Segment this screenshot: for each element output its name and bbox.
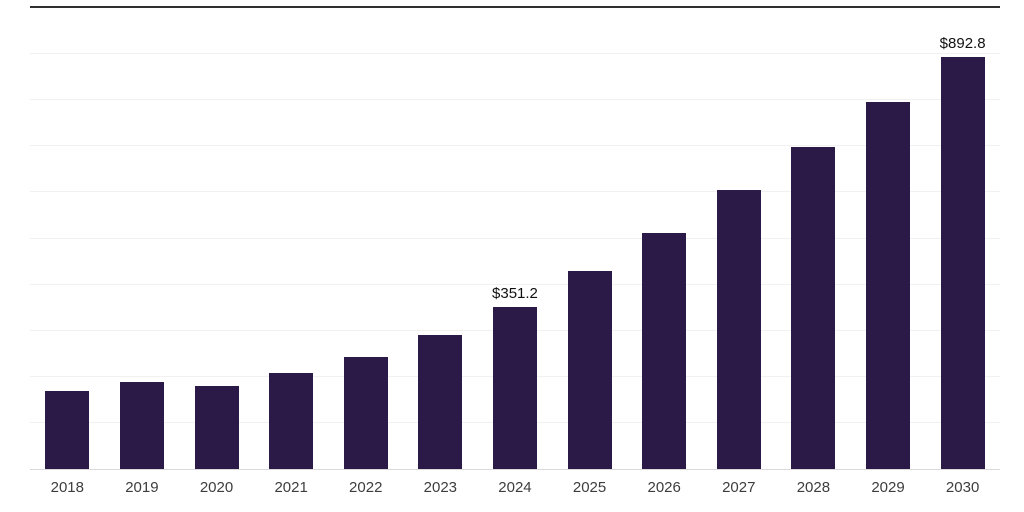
x-axis-label-2028: 2028 — [796, 479, 831, 496]
x-axis-label-2023: 2023 — [423, 479, 458, 496]
bar-2030 — [940, 57, 985, 469]
bar-2025 — [567, 271, 612, 469]
plot-area: $351.2 $892.8 — [30, 6, 1000, 470]
gridline-600 — [30, 191, 1000, 193]
bar-2018 — [45, 390, 90, 469]
x-axis-label-2022: 2022 — [349, 479, 383, 496]
bar-2021 — [269, 373, 314, 469]
bar-column-2028 — [776, 8, 851, 469]
data-label-2024: $351.2 — [492, 285, 538, 303]
bar-2019 — [119, 381, 164, 469]
x-axis-label-2030: 2030 — [945, 479, 980, 496]
bar-2022 — [343, 356, 388, 469]
bar-column-2020 — [179, 8, 254, 469]
bar-2026 — [642, 232, 687, 469]
bar-column-2025 — [552, 8, 627, 469]
x-axis-label-2027: 2027 — [722, 479, 756, 496]
bar-column-2030: $892.8 — [925, 8, 1000, 469]
gridline-1000 — [30, 6, 1000, 8]
bar-2024 — [492, 307, 537, 469]
x-axis-label-2026: 2026 — [647, 479, 681, 496]
bar-column-2023 — [403, 8, 478, 469]
x-axis-labels: 2018 2019 2020 2021 2022 2023 2024 2025 2026 2027… — [30, 479, 1000, 496]
x-axis-label-2020: 2020 — [199, 479, 234, 496]
x-axis-label-2018: 2018 — [50, 479, 84, 496]
bar-2027 — [716, 189, 761, 469]
bar-2020 — [194, 386, 239, 469]
bars: $351.2 $892.8 — [30, 8, 1000, 469]
bar-column-2018 — [30, 8, 105, 469]
x-axis-label-2024: 2024 — [498, 479, 532, 496]
x-axis-label-2029: 2029 — [871, 479, 905, 496]
gridline-400 — [30, 283, 1000, 285]
bar-2029 — [866, 101, 910, 469]
bar-2028 — [791, 146, 836, 469]
gridline-500 — [30, 237, 1000, 239]
bar-column-2022 — [328, 8, 403, 469]
bar-2023 — [418, 334, 463, 469]
bar-column-2021 — [254, 8, 329, 469]
data-label-2030: $892.8 — [939, 35, 986, 53]
bar-column-2027 — [701, 8, 776, 469]
gridline-900 — [30, 53, 1000, 55]
bar-column-2029 — [851, 8, 926, 469]
bar-column-2024: $351.2 — [478, 8, 553, 469]
gridline-800 — [30, 99, 1000, 101]
bar-column-2026 — [627, 8, 702, 469]
bar-column-2019 — [105, 8, 180, 469]
x-axis-label-2019: 2019 — [125, 479, 159, 496]
x-axis-label-2021: 2021 — [274, 479, 308, 496]
x-axis-label-2025: 2025 — [572, 479, 607, 496]
gridline-700 — [30, 145, 1000, 147]
